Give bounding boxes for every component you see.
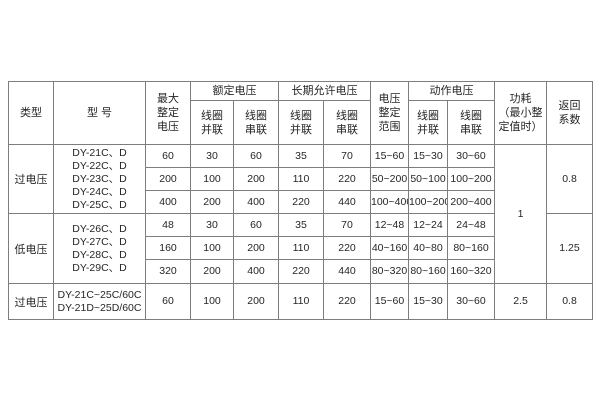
table-cell: 50~100 — [408, 167, 448, 191]
header-setting-range: 电压 整定 范围 — [370, 81, 409, 145]
table-cell: 200 — [233, 283, 279, 320]
table-cell: 60 — [233, 213, 279, 237]
cell-type-overvoltage: 过电压 — [8, 144, 54, 214]
table-cell: 220 — [278, 190, 324, 214]
header-max-setting-voltage: 最大 整定 电压 — [145, 81, 191, 145]
cell-type-overvoltage-2: 过电压 — [8, 283, 54, 320]
cell-models-group2: DY-26C、D DY-27C、D DY-28C、D DY-29C、D — [53, 213, 146, 284]
table-cell: 60 — [233, 144, 279, 168]
header-group-action-voltage: 动作电压 — [408, 81, 495, 101]
header-return-coefficient: 返回 系数 — [546, 81, 593, 145]
table-cell: 110 — [278, 167, 324, 191]
table-cell: 12~48 — [370, 213, 409, 237]
subheader-coil-series: 线圈 串联 — [323, 100, 371, 145]
table-cell: 200 — [190, 190, 234, 214]
table-cell: 220 — [278, 259, 324, 284]
table-row: 400 200 400 220 440 100~400 100~200 200~… — [9, 190, 593, 214]
table-cell: 80~320 — [370, 259, 409, 284]
table-cell: 400 — [233, 190, 279, 214]
table-cell: 200~400 — [447, 190, 495, 214]
table-cell: 50~200 — [370, 167, 409, 191]
table-cell: 80~160 — [408, 259, 448, 284]
table-row: 过电压 DY-21C~25C/60C DY-21D~25D/60C 60 100… — [8, 283, 593, 320]
table-cell: 100~200 — [447, 167, 495, 191]
table-cell: 160~320 — [447, 259, 495, 284]
cell-return-coeff-last: 0.8 — [546, 283, 593, 320]
table-cell: 15~30 — [408, 283, 448, 320]
table-row: 160 100 200 110 220 40~160 40~80 80~160 — [9, 236, 593, 260]
subheader-coil-series: 线圈 串联 — [447, 100, 495, 145]
table-cell: 12~24 — [408, 213, 448, 237]
header-type: 类型 — [8, 81, 54, 145]
table-cell: 100~200 — [408, 190, 448, 214]
table-cell: 35 — [278, 144, 324, 168]
table-cell: 24~48 — [447, 213, 495, 237]
table-cell: 70 — [323, 144, 371, 168]
table-cell: 200 — [233, 167, 279, 191]
table-cell: 220 — [323, 283, 371, 320]
header-model: 型 号 — [53, 81, 146, 145]
header-group-longterm-voltage: 长期允许电压 — [278, 81, 371, 101]
table-cell: 30~60 — [447, 144, 495, 168]
table-cell: 100 — [190, 167, 234, 191]
table-cell: 15~60 — [370, 144, 409, 168]
table-cell: 440 — [323, 259, 371, 284]
header-group-rated-voltage: 额定电压 — [190, 81, 279, 101]
table-cell: 160 — [145, 236, 191, 260]
subheader-coil-parallel: 线圈 并联 — [278, 100, 324, 145]
cell-models-last: DY-21C~25C/60C DY-21D~25D/60C — [53, 283, 146, 320]
subheader-coil-parallel: 线圈 并联 — [190, 100, 234, 145]
table-cell: 30 — [190, 213, 234, 237]
table-cell: 200 — [145, 167, 191, 191]
table-cell: 15~60 — [370, 283, 409, 320]
table-cell: 200 — [233, 236, 279, 260]
cell-return-coeff-group2: 1.25 — [546, 213, 593, 284]
subheader-coil-parallel: 线圈 并联 — [408, 100, 448, 145]
table-cell: 48 — [145, 213, 191, 237]
cell-type-undervoltage: 低电压 — [8, 213, 54, 284]
cell-power-last: 2.5 — [494, 283, 547, 320]
table-cell: 60 — [145, 283, 191, 320]
table-cell: 35 — [278, 213, 324, 237]
table-cell: 100~400 — [370, 190, 409, 214]
header-power-consumption: 功耗 （最小整 定值时） — [494, 81, 547, 145]
table-cell: 80~160 — [447, 236, 495, 260]
table-row: 过电压 DY-21C、D DY-22C、D DY-23C、D DY-24C、D … — [8, 144, 593, 284]
table-cell: 110 — [278, 283, 324, 320]
table-cell: 40~160 — [370, 236, 409, 260]
table-cell: 400 — [233, 259, 279, 284]
cell-return-coeff-group1: 0.8 — [546, 144, 593, 214]
table-cell: 60 — [145, 144, 191, 168]
table-cell: 40~80 — [408, 236, 448, 260]
table-cell: 110 — [278, 236, 324, 260]
table-cell: 220 — [323, 236, 371, 260]
table-cell: 30 — [190, 144, 234, 168]
table-cell: 30~60 — [447, 283, 495, 320]
table-cell: 440 — [323, 190, 371, 214]
table-cell: 220 — [323, 167, 371, 191]
subheader-coil-series: 线圈 串联 — [233, 100, 279, 145]
relay-spec-table: 类型 型 号 最大 整定 电压 额定电压 长期允许电压 电压 整定 范围 动作电… — [8, 81, 593, 320]
table-cell: 15~30 — [408, 144, 448, 168]
table-row: 200 100 200 110 220 50~200 50~100 100~20… — [9, 167, 593, 191]
table-cell: 70 — [323, 213, 371, 237]
table-cell: 100 — [190, 236, 234, 260]
cell-power-groups-1-2: 1 — [494, 144, 547, 284]
cell-models-group1: DY-21C、D DY-22C、D DY-23C、D DY-24C、D DY-2… — [53, 144, 146, 214]
table-cell: 320 — [145, 259, 191, 284]
table-cell: 200 — [190, 259, 234, 284]
table-cell: 400 — [145, 190, 191, 214]
table-cell: 100 — [190, 283, 234, 320]
